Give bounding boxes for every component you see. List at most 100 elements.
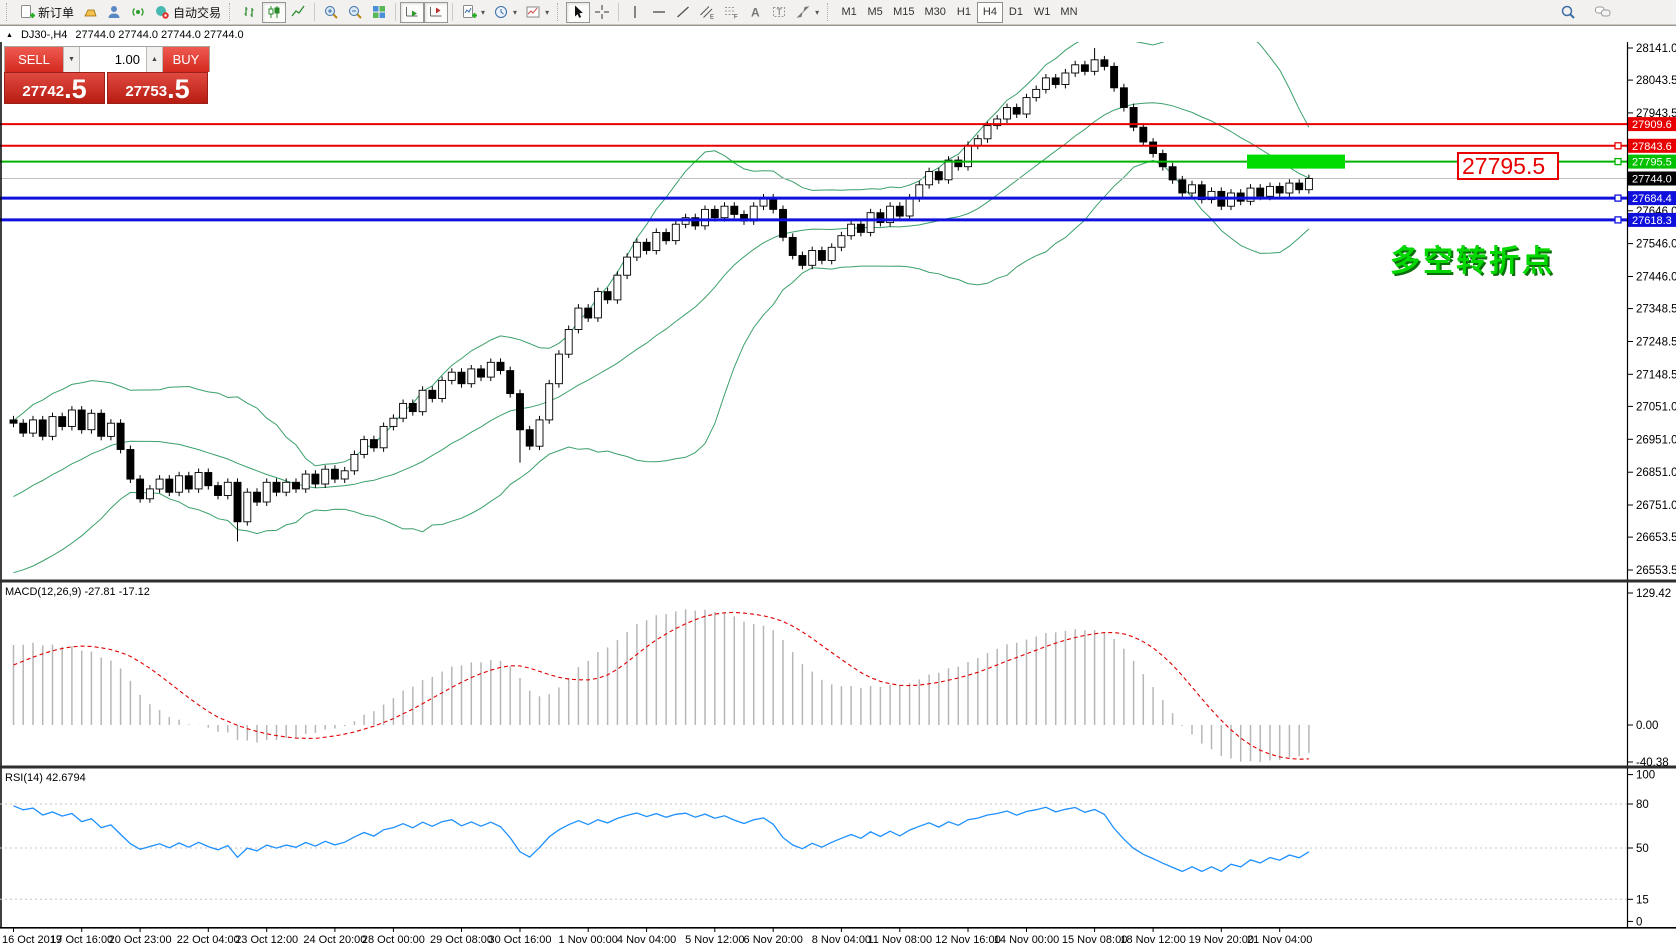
one-click-trading-panel: SELL ▼ ▲ BUY 27742 .5 27753 .5 (4, 46, 210, 104)
volume-decrease-button[interactable]: ▼ (63, 47, 80, 72)
autotrading-button[interactable]: 自动交易 (150, 2, 225, 23)
indicators-button[interactable]: ▾ (457, 2, 489, 23)
new-order-button[interactable]: 新订单 (15, 2, 78, 23)
template-icon (526, 6, 540, 18)
buy-price[interactable]: 27753 .5 (107, 72, 208, 104)
auto-scroll-icon (406, 7, 418, 17)
search-icon (1561, 5, 1575, 19)
fibonacci-button[interactable]: F (719, 2, 743, 23)
trendline-icon (677, 6, 690, 18)
channel-icon: E (700, 6, 714, 20)
toolbar-grip (6, 3, 11, 21)
templates-button[interactable]: ▾ (521, 2, 553, 23)
toolbar-grip (557, 3, 562, 21)
new-order-label: 新订单 (38, 5, 75, 20)
tab-timeframe-m1[interactable]: M1 (836, 2, 862, 23)
tile-windows-button[interactable] (367, 2, 391, 23)
tab-timeframe-h4[interactable]: H4 (976, 1, 1003, 23)
svg-text:28 Oct 00:00: 28 Oct 00:00 (362, 934, 425, 946)
svg-text:8 Nov 04:00: 8 Nov 04:00 (812, 934, 871, 946)
chart-shift-button[interactable] (424, 1, 449, 23)
tab-timeframe-d1[interactable]: D1 (1003, 2, 1029, 23)
chat-button[interactable] (1590, 2, 1616, 23)
chart-canvas[interactable]: 28141.028043.527943.527646.027546.027446… (0, 26, 1676, 948)
svg-text:21 Nov 04:00: 21 Nov 04:00 (1247, 934, 1312, 946)
svg-text:27051.0: 27051.0 (1636, 401, 1676, 413)
zoom-out-button[interactable] (343, 2, 367, 23)
volume-increase-button[interactable]: ▲ (146, 47, 163, 72)
svg-text:30 Oct 16:00: 30 Oct 16:00 (489, 934, 552, 946)
highlight-rectangle[interactable] (1247, 154, 1345, 169)
signals-button[interactable] (126, 2, 150, 23)
svg-text:14 Nov 00:00: 14 Nov 00:00 (994, 934, 1059, 946)
toolbar-divider (314, 3, 316, 21)
sell-price-pips: .5 (64, 74, 87, 104)
vertical-line-button[interactable] (623, 2, 647, 23)
bar-chart-button[interactable] (238, 2, 262, 23)
arrows-icon (796, 6, 810, 18)
sell-price[interactable]: 27742 .5 (4, 72, 105, 104)
tab-timeframe-m30[interactable]: M30 (920, 2, 951, 23)
toolbar-grip (229, 3, 234, 21)
svg-text:27909.6: 27909.6 (1632, 119, 1672, 131)
price-callout-box[interactable]: 27795.5 (1457, 152, 1559, 180)
horizontal-line-button[interactable] (647, 2, 671, 23)
price-axis[interactable]: 28141.028043.527943.527646.027546.027446… (1628, 43, 1676, 577)
text-button[interactable]: A (743, 2, 767, 23)
autotrading-label: 自动交易 (173, 5, 222, 20)
tab-timeframe-m5[interactable]: M5 (862, 2, 888, 23)
cursor-button[interactable] (566, 1, 591, 23)
svg-text:4 Nov 04:00: 4 Nov 04:00 (617, 934, 676, 946)
svg-text:100: 100 (1636, 770, 1655, 782)
search-button[interactable] (1556, 2, 1580, 23)
text-label-button[interactable]: T (767, 2, 791, 23)
svg-text:29 Oct 08:00: 29 Oct 08:00 (430, 934, 493, 946)
vertical-line-icon (634, 6, 636, 18)
equidistant-channel-button[interactable]: E (695, 2, 719, 23)
svg-text:15: 15 (1636, 894, 1649, 906)
svg-text:27446.0: 27446.0 (1636, 272, 1676, 284)
cursor-icon (575, 5, 583, 18)
horizontal-line-objects[interactable] (0, 123, 1627, 224)
svg-text:5 Nov 12:00: 5 Nov 12:00 (685, 934, 744, 946)
svg-text:0: 0 (1636, 916, 1642, 928)
ohlc-values: 27744.0 27744.0 27744.0 27744.0 (75, 29, 244, 41)
svg-text:27618.3: 27618.3 (1632, 215, 1672, 227)
arrows-button[interactable]: ▾ (791, 2, 823, 23)
auto-scroll-button[interactable] (400, 1, 425, 23)
tab-timeframe-mn[interactable]: MN (1055, 2, 1082, 23)
community-button[interactable] (102, 2, 126, 23)
zoom-in-button[interactable] (319, 2, 343, 23)
svg-text:27348.5: 27348.5 (1636, 304, 1676, 316)
symbol-period-label: DJ30-,H4 (20, 29, 68, 41)
sell-button[interactable]: SELL (5, 47, 63, 72)
bar-chart-icon (244, 7, 254, 17)
tab-timeframe-m15[interactable]: M15 (888, 2, 919, 23)
volume-input[interactable] (80, 47, 146, 72)
dropdown-caret-icon: ▾ (481, 7, 486, 17)
svg-text:129.42: 129.42 (1636, 588, 1671, 600)
crosshair-button[interactable] (590, 2, 614, 23)
svg-text:26653.5: 26653.5 (1636, 532, 1676, 544)
svg-text:27943.5: 27943.5 (1636, 108, 1676, 120)
macd-panel: 129.42 0.00 -40.38 (12, 588, 1671, 769)
svg-text:27795.5: 27795.5 (1632, 157, 1672, 169)
tab-timeframe-h1[interactable]: H1 (951, 2, 977, 23)
svg-text:26751.0: 26751.0 (1636, 500, 1676, 512)
chart-window[interactable]: 28141.0 28043.5 27943.5 27646.0 27546.0 27446… (0, 25, 1676, 948)
svg-text:11 Nov 08:00: 11 Nov 08:00 (867, 934, 932, 946)
line-chart-button[interactable] (286, 2, 310, 23)
chart-annotation-text[interactable]: 多空转折点 (1390, 245, 1555, 278)
periods-button[interactable]: ▾ (489, 2, 521, 23)
buy-button[interactable]: BUY (163, 47, 209, 72)
collapse-arrow-icon[interactable]: ▲ (6, 31, 13, 39)
svg-text:16 Oct 2019: 16 Oct 2019 (2, 934, 62, 946)
tab-timeframe-w1[interactable]: W1 (1029, 2, 1056, 23)
candlestick-chart-button[interactable] (262, 1, 287, 23)
new-order-icon (21, 5, 35, 18)
candlestick-chart-icon (268, 6, 280, 18)
gold-button[interactable] (78, 2, 102, 23)
trendline-button[interactable] (671, 2, 695, 23)
